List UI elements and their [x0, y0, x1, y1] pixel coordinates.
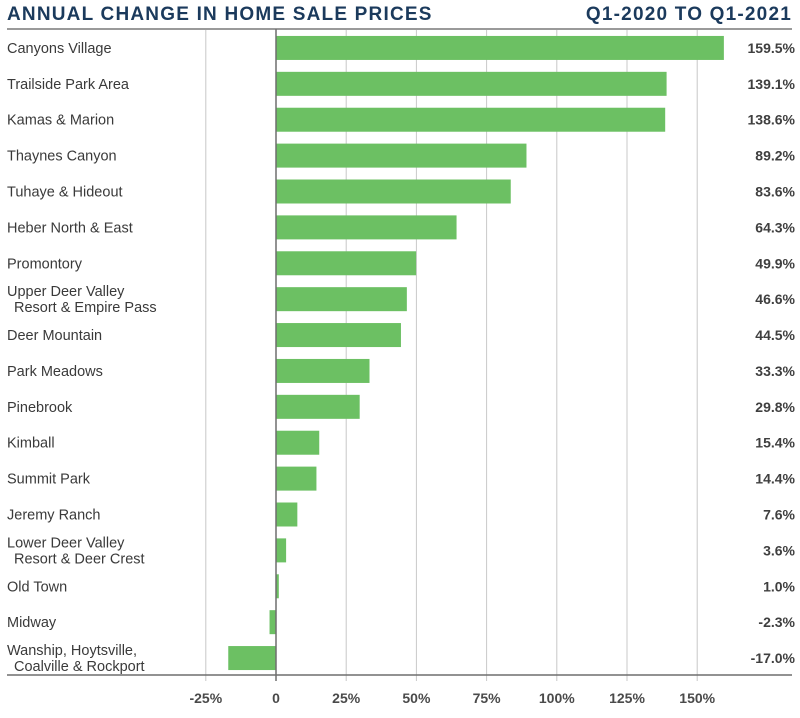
chart-subtitle: Q1-2020 TO Q1-2021: [585, 4, 792, 25]
value-label: 7.6%: [763, 507, 795, 523]
chart-title: ANNUAL CHANGE IN HOME SALE PRICES: [7, 4, 433, 25]
category-label: Midway: [7, 615, 57, 631]
bar: [276, 538, 287, 563]
category-label: Canyons Village: [7, 41, 112, 57]
tick-label: 150%: [679, 690, 715, 706]
bar: [228, 646, 276, 671]
tick-label: -25%: [189, 690, 222, 706]
value-label: 83.6%: [755, 184, 795, 200]
bar: [276, 71, 667, 96]
value-label: 49.9%: [755, 255, 795, 271]
value-label: 3.6%: [763, 542, 795, 558]
bar: [276, 35, 724, 60]
axes: -25% 0 25% 50% 75% 100% 125% 150%: [7, 28, 792, 706]
tick-label: 125%: [609, 690, 645, 706]
category-label: Upper Deer Valley Resort & Empire Pass: [7, 284, 157, 316]
value-label: -17.0%: [751, 650, 796, 666]
category-label: Old Town: [7, 579, 67, 595]
category-label-line: Coalville & Rockport: [14, 659, 145, 675]
value-label: 44.5%: [755, 327, 795, 343]
value-label: 159.5%: [748, 40, 796, 56]
bar: [276, 574, 279, 599]
value-label: 138.6%: [748, 112, 796, 128]
bar: [276, 251, 417, 276]
bar: [269, 610, 276, 635]
category-label: Kamas & Marion: [7, 113, 114, 129]
value-label: 89.2%: [755, 148, 795, 164]
category-label-line: Resort & Deer Crest: [14, 551, 145, 567]
category-label: Pinebrook: [7, 400, 73, 416]
category-label: Summit Park: [7, 472, 91, 488]
bar: [276, 287, 407, 312]
category-label: Deer Mountain: [7, 328, 102, 344]
category-label-line: Resort & Empire Pass: [14, 300, 157, 316]
category-label-line: Upper Deer Valley: [7, 284, 125, 300]
bar: [276, 394, 360, 419]
value-label: -2.3%: [758, 614, 795, 630]
bar: [276, 215, 457, 240]
tick-label: 100%: [539, 690, 575, 706]
category-label: Jeremy Ranch: [7, 508, 100, 524]
category-label: Promontory: [7, 256, 83, 272]
value-label: 15.4%: [755, 435, 795, 451]
value-label: 1.0%: [763, 578, 795, 594]
value-label: 139.1%: [748, 76, 796, 92]
value-label: 46.6%: [755, 291, 795, 307]
category-label: Wanship, Hoytsville, Coalville & Rockport: [7, 643, 145, 675]
gridlines: [205, 29, 698, 681]
bar: [276, 143, 527, 168]
value-label: 33.3%: [755, 363, 795, 379]
category-label-line: Wanship, Hoytsville,: [7, 643, 137, 659]
category-label: Lower Deer Valley Resort & Deer Crest: [7, 535, 145, 567]
value-label: 64.3%: [755, 219, 795, 235]
category-label: Heber North & East: [7, 220, 133, 236]
bar: [276, 107, 666, 132]
value-label: 14.4%: [755, 471, 795, 487]
category-label: Tuhaye & Hideout: [7, 185, 123, 201]
value-label: 29.8%: [755, 399, 795, 415]
bar: [276, 466, 317, 491]
category-label: Thaynes Canyon: [7, 149, 117, 165]
category-label: Park Meadows: [7, 364, 103, 380]
tick-label: 50%: [402, 690, 431, 706]
bar: [276, 323, 401, 348]
category-label-line: Lower Deer Valley: [7, 535, 125, 551]
value-labels: 159.5% 139.1% 138.6% 89.2% 83.6% 64.3% 49.9% 46…: [748, 40, 796, 666]
category-labels: Canyons Village Trailside Park Area Kamas …: [7, 41, 157, 675]
category-label: Kimball: [7, 436, 55, 452]
tick-label: 75%: [473, 690, 502, 706]
category-label: Trailside Park Area: [7, 77, 130, 93]
bar: [276, 179, 511, 204]
tick-label: 0: [272, 690, 280, 706]
tick-label: 25%: [332, 690, 361, 706]
bar: [276, 502, 298, 527]
bar: [276, 430, 320, 455]
bars: [228, 35, 724, 671]
bar: [276, 358, 370, 383]
